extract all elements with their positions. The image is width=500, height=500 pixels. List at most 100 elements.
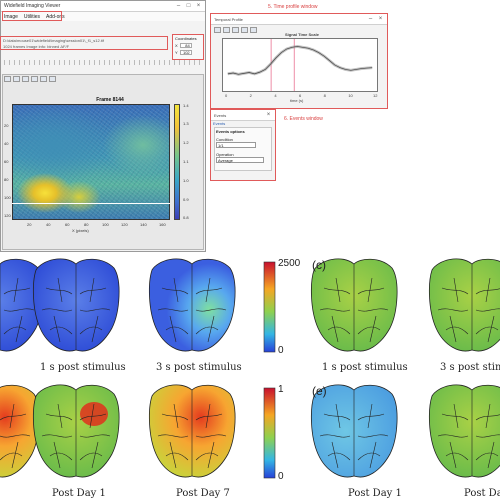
- brain-map-e-post-day-1b: [428, 384, 500, 478]
- zoom-out-icon[interactable]: [241, 27, 248, 33]
- events-callout: 6. Events window: [284, 116, 323, 122]
- minimize-icon[interactable]: –: [176, 2, 181, 9]
- y-tick: 80: [4, 177, 9, 182]
- time-profile-toolbar: [211, 25, 387, 35]
- panel-letter-e: (e): [312, 384, 327, 398]
- events-tab[interactable]: Events: [213, 121, 226, 126]
- colorbar-tick: 1.2: [183, 140, 189, 145]
- minimize-icon[interactable]: –: [368, 15, 373, 22]
- main-window-title: Widefield Imaging Viewer: [4, 3, 61, 9]
- y-tick: 20: [4, 123, 9, 128]
- brain-maps: [0, 258, 500, 479]
- time-profile-x-tick: 4: [274, 93, 277, 98]
- operation-label: Operation: [216, 152, 234, 157]
- open-icon[interactable]: [4, 76, 11, 82]
- caption-3s-post-stimulus: 3 s post stimulus: [156, 362, 242, 373]
- frame-toolbar: [4, 76, 56, 82]
- frame-heatmap-image[interactable]: [12, 104, 170, 220]
- coord-y-input[interactable]: 102: [179, 50, 192, 55]
- x-tick: 60: [65, 222, 70, 227]
- close-icon[interactable]: ×: [196, 2, 201, 9]
- events-titlebar: Events ×: [211, 110, 275, 121]
- brain-map-c-1s-post-stimulus: [310, 258, 398, 352]
- x-tick: 20: [27, 222, 32, 227]
- caption-e-post-day-1: Post Day 1: [348, 488, 402, 499]
- data-cursor-icon[interactable]: [49, 76, 56, 82]
- time-profile-trace: [227, 46, 373, 75]
- menu-add-ons[interactable]: Add-ons: [46, 13, 65, 20]
- caption-1s-post-stimulus: 1 s post stimulus: [40, 362, 126, 373]
- time-profile-plot[interactable]: [222, 38, 378, 92]
- zoom-in-icon[interactable]: [232, 27, 239, 33]
- events-options-title: Events options: [216, 129, 245, 134]
- y-tick: 100: [4, 195, 11, 200]
- menu-image[interactable]: Image: [4, 13, 18, 20]
- x-tick: 40: [46, 222, 51, 227]
- coordinates-panel: Coordinates X 84 Y 102: [172, 34, 204, 60]
- colorbar-tick: 1.1: [183, 159, 189, 164]
- save-icon[interactable]: [223, 27, 230, 33]
- y-tick: 60: [4, 159, 9, 164]
- frame-slider-track[interactable]: [4, 60, 204, 65]
- colorbar: [174, 104, 180, 220]
- time-profile-x-tick: 0: [225, 93, 228, 98]
- brain-map-c-3s-post-stimulus: [428, 258, 500, 352]
- events-options-group: [214, 127, 272, 171]
- colorbar-tick: 0.8: [183, 215, 189, 220]
- main-menubar: Image Utilities Add-ons: [1, 12, 205, 21]
- open-icon[interactable]: [214, 27, 221, 33]
- time-profile-x-tick: 10: [348, 93, 353, 98]
- colorbar2-max-label: 1: [278, 384, 284, 395]
- colorbar2-min-label: 0: [278, 471, 284, 482]
- pan-icon[interactable]: [40, 76, 47, 82]
- colorbar-row2: [263, 387, 276, 479]
- zoom-in-icon[interactable]: [22, 76, 29, 82]
- save-icon[interactable]: [13, 76, 20, 82]
- x-tick: 140: [140, 222, 147, 227]
- colorbar-tick: 1.4: [183, 103, 189, 108]
- operation-select[interactable]: Average: [216, 157, 264, 163]
- events-window-title: Events: [214, 112, 227, 118]
- pan-icon[interactable]: [250, 27, 257, 33]
- panel-letter-c: (c): [312, 258, 326, 272]
- close-icon[interactable]: ×: [378, 15, 383, 22]
- colorbar-tick: 1.0: [183, 178, 189, 183]
- colorbar-tick: 1.3: [183, 121, 189, 126]
- x-tick: 100: [102, 222, 109, 227]
- zoom-out-icon[interactable]: [31, 76, 38, 82]
- x-axis-label: X (pixels): [72, 228, 89, 233]
- maximize-icon[interactable]: □: [186, 2, 191, 9]
- condition-label: Condition: [216, 137, 233, 142]
- time-profile-x-tick: 6: [299, 93, 302, 98]
- close-icon[interactable]: ×: [266, 111, 271, 118]
- time-profile-x-tick: 2: [249, 93, 252, 98]
- y-tick: 120: [4, 213, 11, 218]
- brain-map-post-day-7: [148, 384, 236, 478]
- menu-utilities[interactable]: Utilities: [23, 13, 41, 20]
- time-profile-callout: 5. Time profile window: [268, 4, 318, 10]
- file-path-text: D:\data\mouse01\widefield\imaging\sessio…: [3, 38, 104, 43]
- x-tick: 160: [159, 222, 166, 227]
- caption-post-day-7: Post Day 7: [176, 488, 230, 499]
- brain-map-post-day-1: [32, 384, 120, 478]
- brain-map-row2-col0: [0, 384, 40, 478]
- time-profile-plot-title: Signal Time Scale: [285, 32, 319, 37]
- time-profile-window-title: Temporal Profile: [214, 16, 243, 22]
- coord-y-label: Y: [175, 50, 178, 55]
- file-info-text: 1024 frames Image info: binned ΔF/F: [3, 44, 70, 49]
- coord-x-input[interactable]: 84: [179, 43, 192, 48]
- frame-title: Frame 8144: [96, 97, 124, 103]
- colorbar1-max-label: 2500: [278, 258, 301, 269]
- condition-select[interactable]: 1/1: [216, 142, 256, 148]
- colorbar-tick: 0.9: [183, 197, 189, 202]
- path-highlight-box: [0, 36, 168, 50]
- caption-c-1s-post-stimulus: 1 s post stimulus: [322, 362, 408, 373]
- brain-map-3s-post-stimulus: [148, 258, 236, 352]
- caption-c-3s-post-stimulus: 3 s post stimulus: [440, 362, 500, 373]
- colorbar1-min-label: 0: [278, 345, 284, 356]
- y-tick: 40: [4, 141, 9, 146]
- time-profile-titlebar: Temporal Profile – ×: [211, 14, 387, 25]
- x-tick: 120: [121, 222, 128, 227]
- caption-e-post-day-1b: Post Day 1: [464, 488, 500, 499]
